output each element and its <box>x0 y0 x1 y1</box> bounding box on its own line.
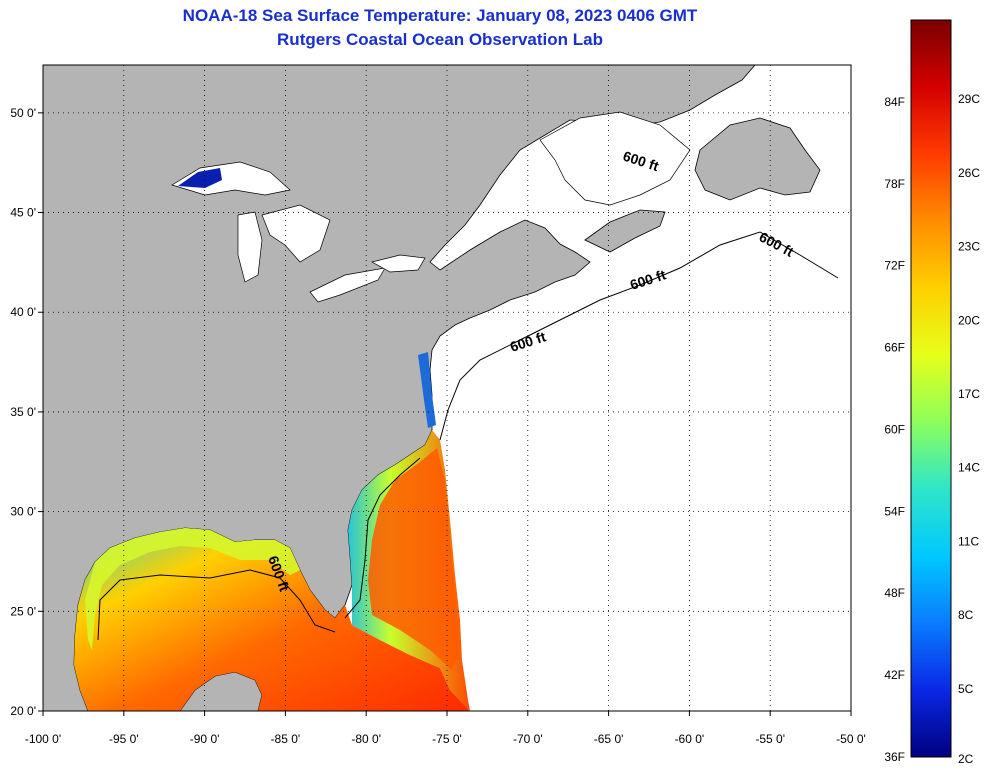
colorbar-c-label: 11C <box>958 534 979 548</box>
lon-tick-label: -55 0' <box>755 732 785 746</box>
colorbar-f-label: 42F <box>884 668 905 682</box>
latitude-axis: 20 0' 25 0' 30 0' 35 0' 40 0' 45 0' 50 0' <box>10 106 43 718</box>
contour-600ft-gulf <box>97 569 336 641</box>
lon-tick-label: -75 0' <box>432 732 462 746</box>
colorbar-c-label: 5C <box>958 682 974 696</box>
lat-tick-label: 30 0' <box>10 505 36 519</box>
map-title: NOAA-18 Sea Surface Temperature: January… <box>182 6 698 25</box>
lon-tick-label: -90 0' <box>190 732 220 746</box>
colorbar-c-label: 2C <box>958 752 974 766</box>
lat-tick-label: 40 0' <box>10 305 36 319</box>
colorbar-celsius-labels: 29C 26C 23C 20C 17C 14C 11C 8C 5C 2C <box>958 92 980 766</box>
land-newfoundland <box>694 117 821 201</box>
lat-tick-label: 35 0' <box>10 405 36 419</box>
lon-tick-label: -85 0' <box>271 732 301 746</box>
colorbar-c-label: 8C <box>958 608 974 622</box>
lon-tick-label: -50 0' <box>836 732 866 746</box>
lake-michigan <box>237 211 263 283</box>
lat-tick-label: 20 0' <box>10 704 36 718</box>
lat-tick-label: 50 0' <box>10 106 36 120</box>
colorbar-f-label: 60F <box>884 422 905 436</box>
longitude-axis: -100 0' -95 0' -90 0' -85 0' -80 0' -75 0' -70… <box>25 711 866 746</box>
colorbar-gradient <box>910 19 952 758</box>
lake-ontario <box>371 254 426 273</box>
lon-tick-label: -60 0' <box>675 732 705 746</box>
lon-tick-label: -80 0' <box>351 732 381 746</box>
colorbar-c-label: 20C <box>958 313 980 327</box>
colorbar-f-label: 78F <box>884 177 905 191</box>
colorbar-c-label: 17C <box>958 387 980 401</box>
lake-superior-ice <box>178 168 222 188</box>
colorbar-f-label: 66F <box>884 341 905 355</box>
land-nova-scotia <box>584 209 666 253</box>
lon-tick-label: -65 0' <box>594 732 624 746</box>
lat-tick-label: 25 0' <box>10 604 36 618</box>
lon-tick-label: -95 0' <box>109 732 139 746</box>
sst-gulf-of-mexico <box>74 528 470 711</box>
colorbar-f-label: 48F <box>884 586 905 600</box>
colorbar-c-label: 26C <box>958 166 980 180</box>
colorbar-fahrenheit-labels: 84F 78F 72F 66F 60F 54F 48F 42F 36F <box>884 95 905 764</box>
colorbar-f-label: 54F <box>884 504 905 518</box>
sst-atlantic-warm-core <box>368 448 460 670</box>
lon-tick-label: -100 0' <box>25 732 61 746</box>
colorbar-c-label: 23C <box>958 240 980 254</box>
colorbar-f-label: 72F <box>884 259 905 273</box>
colorbar-f-label: 36F <box>884 750 905 764</box>
contour-600ft-florida <box>344 457 421 619</box>
colorbar-f-label: 84F <box>884 95 905 109</box>
colorbar-c-label: 29C <box>958 92 980 106</box>
lake-huron <box>261 204 331 263</box>
chesapeake-bay <box>418 352 436 428</box>
lake-erie <box>309 267 386 303</box>
lon-tick-label: -70 0' <box>513 732 543 746</box>
map-subtitle: Rutgers Coastal Ocean Observation Lab <box>277 30 603 49</box>
colorbar-c-label: 14C <box>958 461 980 475</box>
contour-600ft-atlantic <box>439 231 839 441</box>
lat-tick-label: 45 0' <box>10 206 36 220</box>
sst-gulf-coastal-band <box>85 528 300 650</box>
